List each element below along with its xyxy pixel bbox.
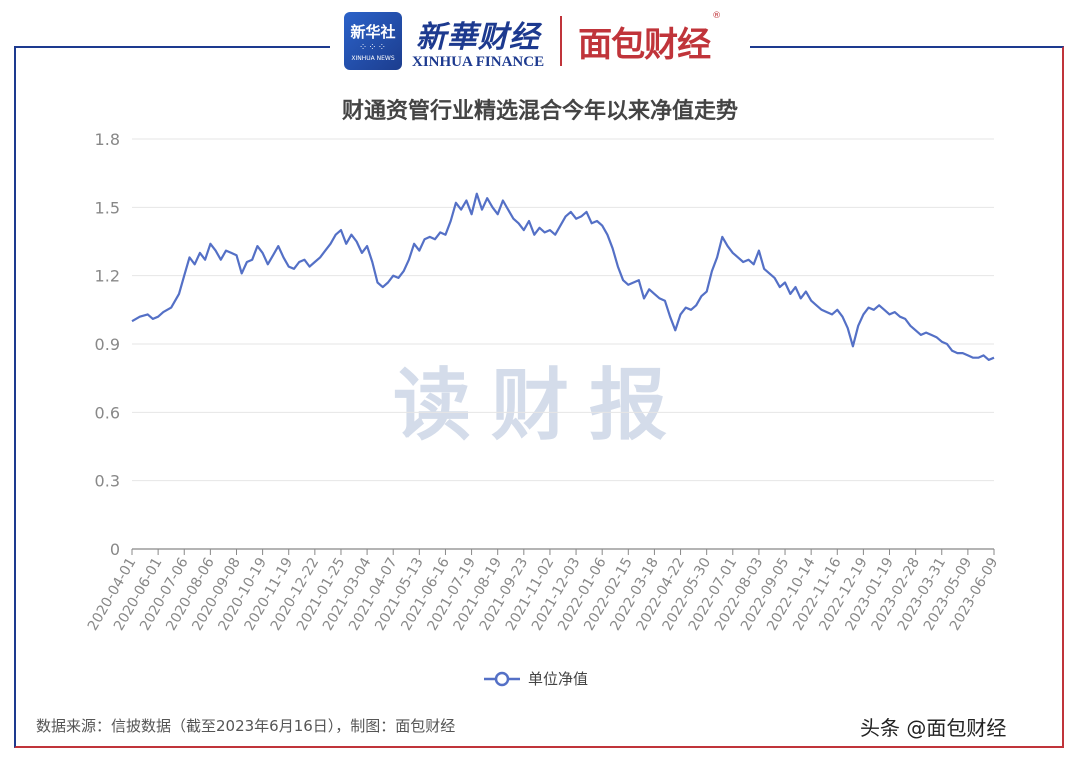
xinhua-finance-en: XINHUA FINANCE xyxy=(412,53,545,70)
mianbao-logo-text: 面包财经 xyxy=(578,24,711,65)
legend-line-icon xyxy=(484,671,520,686)
y-tick-label: 0.3 xyxy=(95,472,120,491)
y-tick-label: 1.5 xyxy=(95,198,120,217)
source-note: 数据来源：信披数据（截至2023年6月16日），制图：面包财经 xyxy=(36,717,456,735)
xinhua-news-logo: 新华社 ⁘⁘⁘ XINHUA NEWS xyxy=(344,12,402,70)
watermark-text: 读财报 xyxy=(393,361,687,451)
platform-tag: 头条 @面包财经 xyxy=(860,716,1007,740)
brand-header: 新华社 ⁘⁘⁘ XINHUA NEWS 新華财经 XINHUA FINANCE … xyxy=(344,8,721,74)
xinhua-finance-cn: 新華财经 xyxy=(416,19,541,55)
chart-title: 财通资管行业精选混合今年以来净值走势 xyxy=(341,99,738,124)
xinhua-badge-en: XINHUA NEWS xyxy=(351,54,395,62)
registered-mark: ® xyxy=(712,10,721,21)
legend[interactable]: 单位净值 xyxy=(484,668,588,689)
y-tick-label: 0 xyxy=(110,540,120,559)
mianbao-logo: 面包财经 ® xyxy=(578,11,721,66)
xinhua-badge-text: 新华社 xyxy=(350,22,396,41)
network-dots-icon: ⁘⁘⁘ xyxy=(358,41,388,53)
series-line-unit-nav xyxy=(131,192,995,361)
y-tick-label: 1.2 xyxy=(95,267,120,286)
xinhua-finance-logo: 新華财经 XINHUA FINANCE xyxy=(412,12,544,71)
y-tick-label: 0.9 xyxy=(95,335,120,354)
legend-label: 单位净值 xyxy=(528,670,589,688)
brand-divider xyxy=(560,16,563,66)
y-tick-label: 0.6 xyxy=(95,403,120,422)
y-tick-label: 1.8 xyxy=(95,130,120,149)
